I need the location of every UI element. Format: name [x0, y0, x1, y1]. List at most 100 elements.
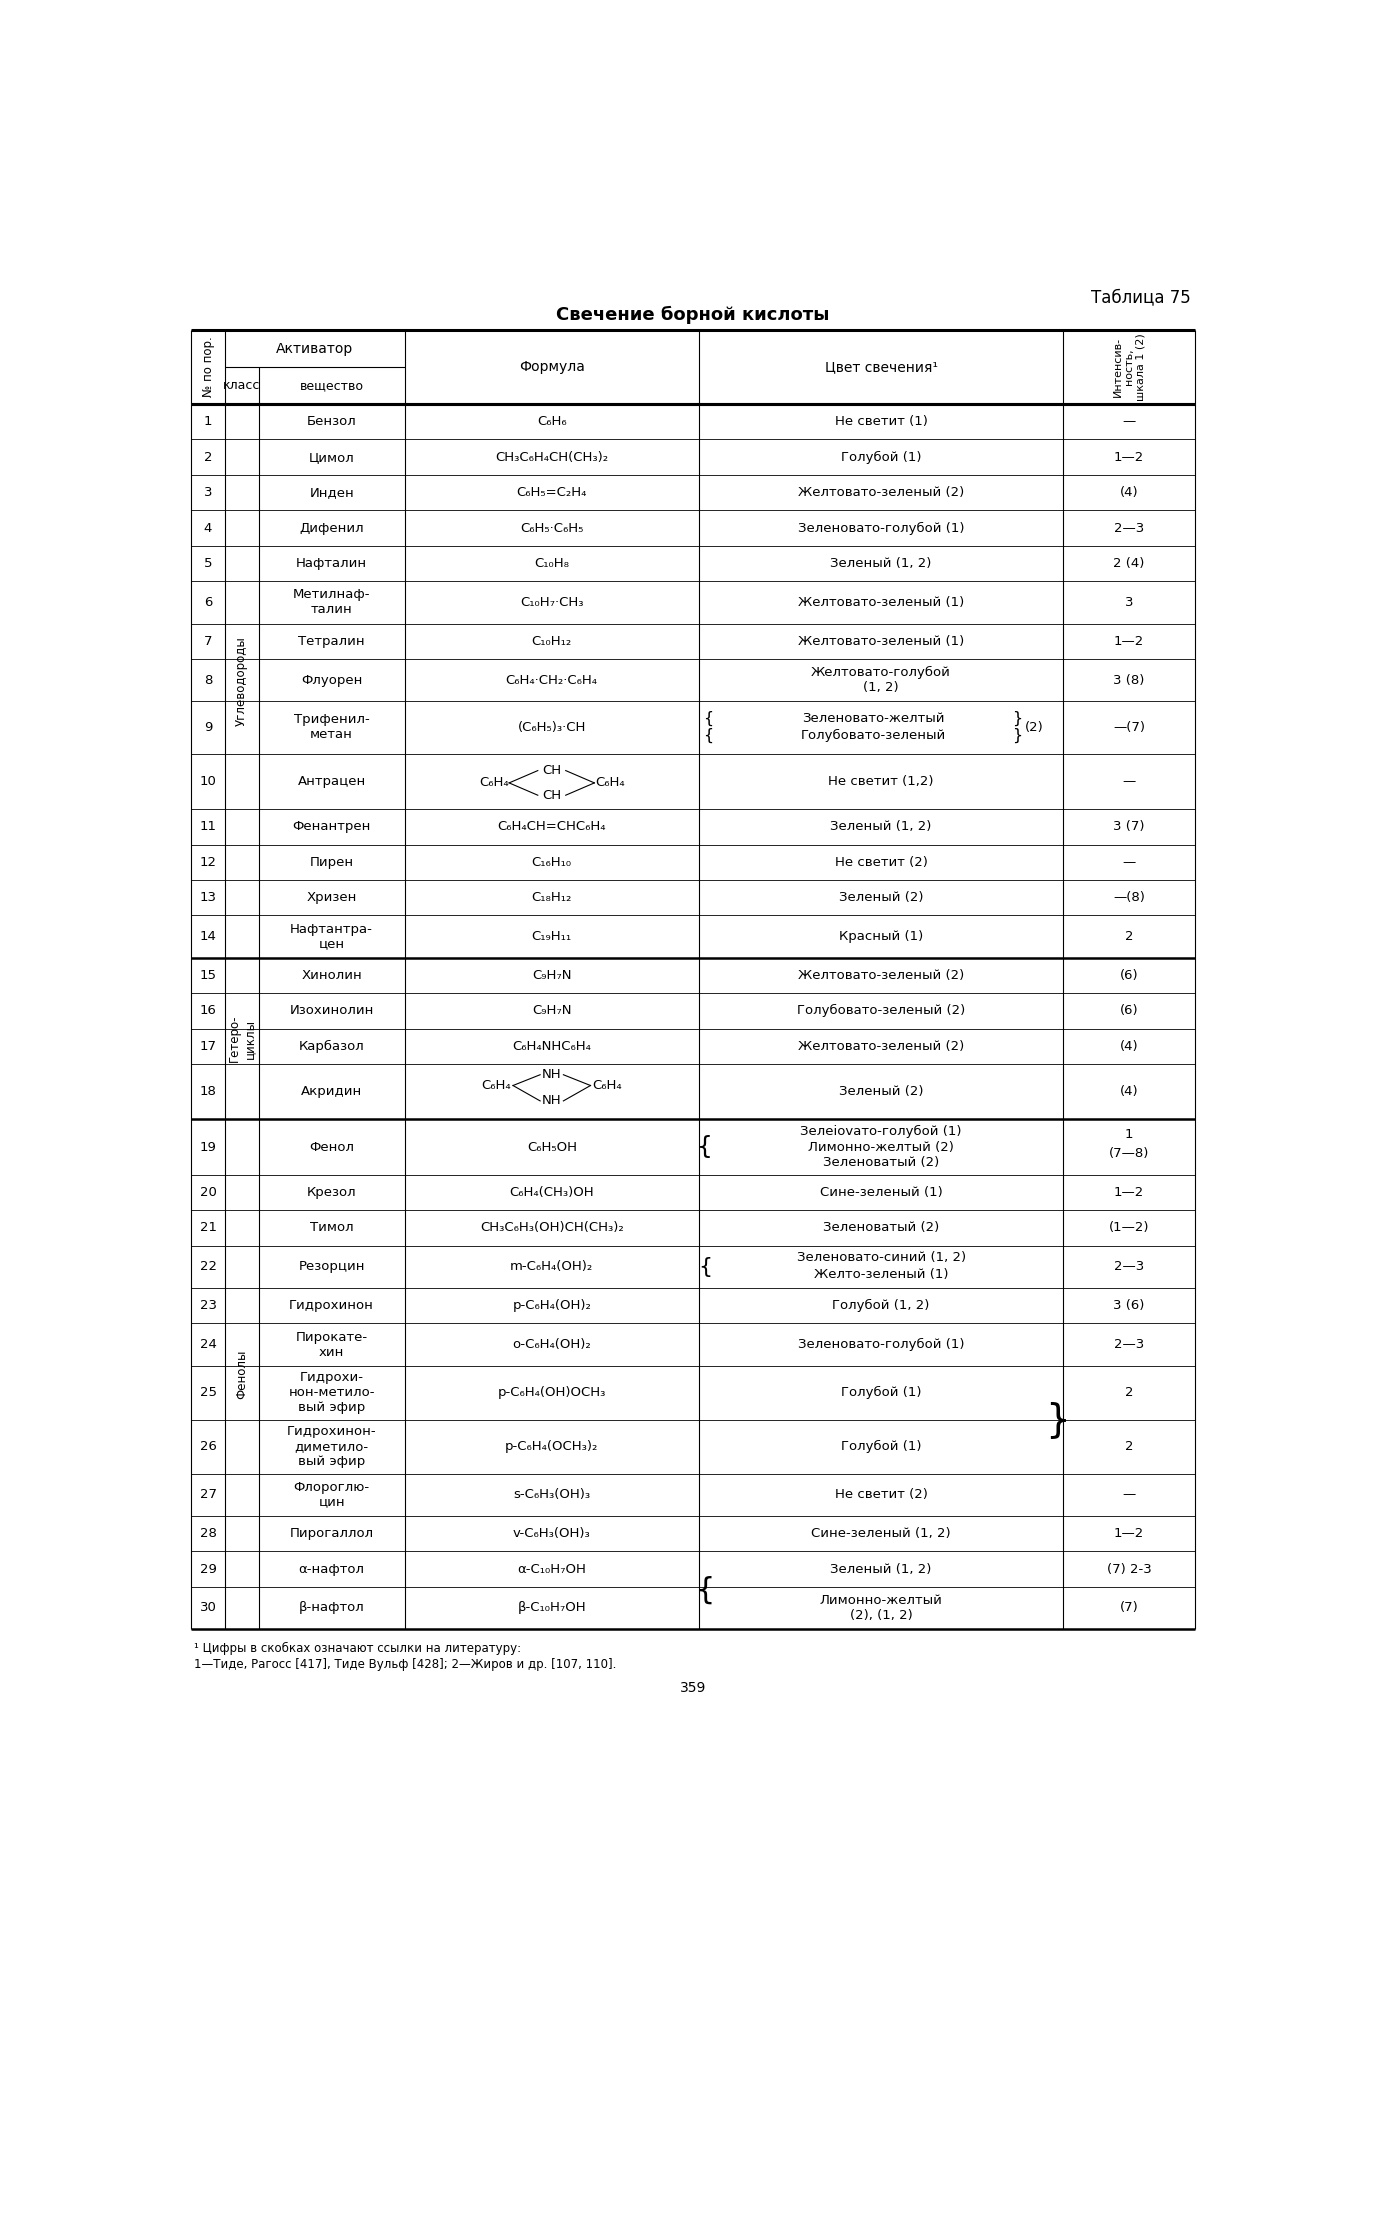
Text: Зеленый (2): Зеленый (2)	[839, 892, 923, 903]
Text: β-C₁₀H₇OH: β-C₁₀H₇OH	[517, 1602, 586, 1615]
Text: 3 (6): 3 (6)	[1113, 1299, 1145, 1313]
Text: 29: 29	[200, 1562, 216, 1575]
Text: C₉H₇N: C₉H₇N	[533, 968, 571, 981]
Text: C₆H₄·CH₂·C₆H₄: C₆H₄·CH₂·C₆H₄	[506, 674, 597, 688]
Text: CH: CH	[542, 763, 561, 777]
Text: Зеленый (1, 2): Зеленый (1, 2)	[831, 1562, 932, 1575]
Text: Не светит (2): Не светит (2)	[835, 1489, 927, 1502]
Text: Голубой (1): Голубой (1)	[841, 1386, 922, 1400]
Text: 2: 2	[204, 452, 212, 463]
Text: 23: 23	[200, 1299, 216, 1313]
Text: Желто-зеленый (1): Желто-зеленый (1)	[813, 1268, 948, 1282]
Text: C₁₀H₁₂: C₁₀H₁₂	[531, 634, 572, 647]
Text: Голубовато-зеленый (2): Голубовато-зеленый (2)	[797, 1003, 965, 1017]
Text: Сине-зеленый (1, 2): Сине-зеленый (1, 2)	[812, 1526, 951, 1540]
Text: C₁₆H₁₀: C₁₆H₁₀	[531, 857, 572, 868]
Text: Тетралин: Тетралин	[299, 634, 365, 647]
Text: Гетеро-
циклы: Гетеро- циклы	[228, 1015, 256, 1061]
Text: 19: 19	[200, 1141, 216, 1153]
Text: α-нафтол: α-нафтол	[299, 1562, 365, 1575]
Text: 16: 16	[200, 1003, 216, 1017]
Text: 1—Тиде, Рагосс [417], Тиде Вульф [428]; 2—Жиров и др. [107, 110].: 1—Тиде, Рагосс [417], Тиде Вульф [428]; …	[194, 1658, 616, 1671]
Text: {: {	[698, 1135, 713, 1159]
Text: Желтовато-зеленый (1): Желтовато-зеленый (1)	[798, 634, 965, 647]
Text: Зеленый (1, 2): Зеленый (1, 2)	[831, 821, 932, 834]
Text: Сине-зеленый (1): Сине-зеленый (1)	[820, 1186, 943, 1199]
Text: 4: 4	[204, 521, 212, 534]
Text: 2 (4): 2 (4)	[1113, 556, 1145, 570]
Text: NH: NH	[542, 1095, 561, 1108]
Text: 17: 17	[200, 1039, 216, 1052]
Text: —(7): —(7)	[1113, 721, 1145, 734]
Text: Красный (1): Красный (1)	[839, 930, 923, 943]
Text: класс: класс	[223, 378, 260, 392]
Text: 13: 13	[200, 892, 216, 903]
Text: Зеленовато-голубой (1): Зеленовато-голубой (1)	[798, 1337, 965, 1351]
Text: Пирогаллол: Пирогаллол	[289, 1526, 374, 1540]
Text: Формула: Формула	[519, 360, 585, 374]
Text: 2—3: 2—3	[1115, 1337, 1145, 1351]
Text: CH₃C₆H₃(OH)CH(CH₃)₂: CH₃C₆H₃(OH)CH(CH₃)₂	[480, 1222, 623, 1235]
Text: (7): (7)	[1120, 1602, 1138, 1615]
Text: 1—2: 1—2	[1115, 452, 1145, 463]
Text: C₆H₅OH: C₆H₅OH	[527, 1141, 577, 1153]
Text: Бензол: Бензол	[307, 416, 356, 427]
Text: (2), (1, 2): (2), (1, 2)	[850, 1609, 912, 1622]
Text: вещество: вещество	[300, 378, 363, 392]
Text: 2: 2	[1124, 1386, 1134, 1400]
Text: CH₃C₆H₄CH(CH₃)₂: CH₃C₆H₄CH(CH₃)₂	[495, 452, 608, 463]
Text: 24: 24	[200, 1337, 216, 1351]
Text: Резорцин: Резорцин	[299, 1259, 365, 1273]
Text: Фенол: Фенол	[310, 1141, 354, 1153]
Text: 2: 2	[1124, 930, 1134, 943]
Text: Инден: Инден	[310, 485, 354, 498]
Text: Зеленоватый (2): Зеленоватый (2)	[823, 1157, 940, 1168]
Text: —(8): —(8)	[1113, 892, 1145, 903]
Text: C₆H₄: C₆H₄	[482, 1079, 510, 1092]
Text: Зеленовато-синий (1, 2): Зеленовато-синий (1, 2)	[797, 1250, 966, 1264]
Text: Зелеiovато-голубой (1): Зелеiovато-голубой (1)	[801, 1126, 962, 1139]
Text: Хризен: Хризен	[307, 892, 356, 903]
Text: {: {	[698, 1257, 713, 1277]
Text: (6): (6)	[1120, 1003, 1138, 1017]
Text: 5: 5	[204, 556, 212, 570]
Text: 2—3: 2—3	[1115, 521, 1145, 534]
Text: Не светит (1): Не светит (1)	[835, 416, 927, 427]
Text: (4): (4)	[1120, 1039, 1138, 1052]
Text: m-C₆H₄(OH)₂: m-C₆H₄(OH)₂	[510, 1259, 593, 1273]
Text: Изохинолин: Изохинолин	[289, 1003, 374, 1017]
Text: 2: 2	[1124, 1440, 1134, 1453]
Text: (4): (4)	[1120, 1086, 1138, 1099]
Text: C₁₀H₇·CH₃: C₁₀H₇·CH₃	[520, 596, 583, 610]
Text: C₆H₄: C₆H₄	[479, 777, 509, 790]
Text: 3: 3	[1124, 596, 1134, 610]
Text: 30: 30	[200, 1602, 216, 1615]
Text: 27: 27	[200, 1489, 216, 1502]
Text: Зеленовато-желтый: Зеленовато-желтый	[802, 712, 945, 725]
Text: —: —	[1123, 857, 1135, 868]
Text: —: —	[1123, 774, 1135, 788]
Text: 1—2: 1—2	[1115, 634, 1145, 647]
Text: C₆H₄NHC₆H₄: C₆H₄NHC₆H₄	[512, 1039, 592, 1052]
Text: β-нафтол: β-нафтол	[299, 1602, 365, 1615]
Text: C₁₀H₈: C₁₀H₈	[534, 556, 570, 570]
Text: Нафталин: Нафталин	[296, 556, 367, 570]
Text: Крезол: Крезол	[307, 1186, 356, 1199]
Text: Фенантрен: Фенантрен	[293, 821, 372, 834]
Text: p-C₆H₄(OH)₂: p-C₆H₄(OH)₂	[512, 1299, 592, 1313]
Text: 14: 14	[200, 930, 216, 943]
Text: Желтовато-зеленый (1): Желтовато-зеленый (1)	[798, 596, 965, 610]
Text: 1—2: 1—2	[1115, 1526, 1145, 1540]
Text: Пирен: Пирен	[310, 857, 354, 868]
Text: Желтовато-голубой
(1, 2): Желтовато-голубой (1, 2)	[812, 665, 951, 694]
Text: Не светит (1,2): Не светит (1,2)	[828, 774, 934, 788]
Text: Нафтантра-
цен: Нафтантра- цен	[290, 923, 373, 950]
Text: Голубой (1): Голубой (1)	[841, 452, 922, 463]
Text: —: —	[1123, 416, 1135, 427]
Text: № по пор.: № по пор.	[201, 336, 215, 398]
Text: Флороглю-
цин: Флороглю- цин	[293, 1482, 370, 1509]
Text: }: }	[1011, 728, 1022, 743]
Text: Хинолин: Хинолин	[301, 968, 362, 981]
Text: (7—8): (7—8)	[1109, 1146, 1149, 1159]
Text: Цимол: Цимол	[308, 452, 355, 463]
